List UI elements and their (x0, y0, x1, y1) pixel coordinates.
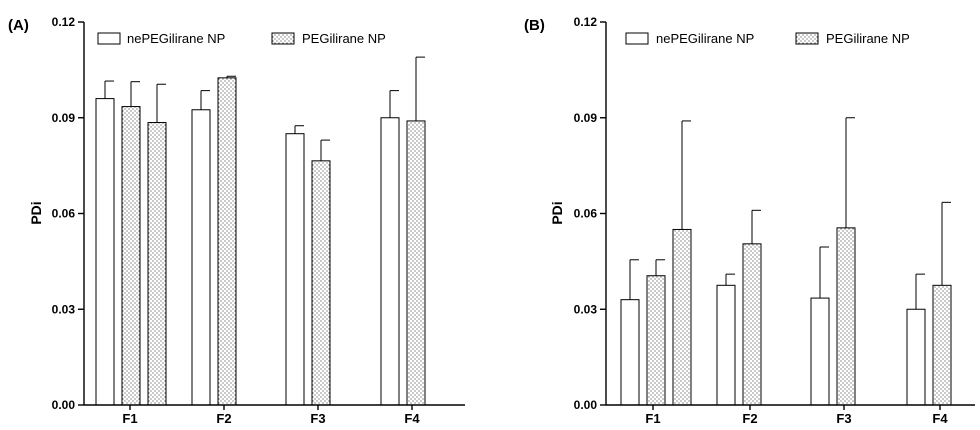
panel-label: (B) (524, 17, 545, 34)
y-tick-label: 0.00 (574, 398, 598, 412)
x-tick-label: F2 (742, 411, 757, 426)
bar (620, 299, 640, 406)
bar (836, 227, 856, 406)
x-tick-label: F3 (310, 411, 325, 426)
bar (742, 243, 762, 406)
bar (285, 133, 305, 406)
bar (672, 228, 692, 406)
bar (646, 275, 666, 406)
y-axis-title: PDi (28, 201, 44, 224)
y-tick-label: 0.09 (52, 111, 76, 125)
y-tick-label: 0.03 (574, 302, 598, 316)
bar (191, 109, 211, 406)
bar (716, 284, 736, 406)
x-tick-label: F1 (122, 411, 137, 426)
bar (147, 122, 167, 406)
legend-label-nepegilirane: nePEGilirane NP (127, 31, 225, 46)
bar (932, 284, 952, 406)
legend-swatch-pegilirane (271, 32, 295, 45)
y-axis-title: PDi (549, 201, 565, 224)
bar (406, 120, 426, 406)
legend-label-nepegilirane: nePEGilirane NP (656, 31, 754, 46)
legend: nePEGilirane NP PEGilirane NP (625, 31, 910, 46)
bar (810, 297, 830, 406)
y-tick-label: 0.12 (52, 15, 76, 29)
legend-swatch-nepegilirane (97, 32, 121, 45)
y-tick-label: 0.09 (574, 111, 598, 125)
bar (311, 160, 331, 406)
y-tick-label: 0.12 (574, 15, 598, 29)
x-tick-label: F2 (216, 411, 231, 426)
legend-swatch-pegilirane (795, 32, 819, 45)
legend: nePEGilirane NP PEGilirane NP (97, 31, 386, 46)
bar (95, 98, 115, 406)
y-tick-label: 0.00 (52, 398, 76, 412)
y-tick-label: 0.06 (52, 207, 76, 221)
x-tick-label: F3 (836, 411, 851, 426)
panel-label: (A) (8, 17, 29, 34)
chart-panel-b: (B) PDi nePEGilirane NP PEGilirane NP 0.… (524, 15, 975, 426)
bar (380, 117, 400, 406)
chart-panel-a: (A) PDi nePEGilirane NP PEGilirane NP 0.… (8, 15, 465, 426)
bar (121, 106, 141, 406)
x-tick-label: F1 (645, 411, 660, 426)
y-tick-label: 0.03 (52, 302, 76, 316)
x-tick-label: F4 (932, 411, 948, 426)
legend-label-pegilirane: PEGilirane NP (302, 31, 386, 46)
legend-swatch-nepegilirane (625, 32, 649, 45)
bar (217, 77, 237, 406)
x-tick-label: F4 (404, 411, 420, 426)
bar (906, 308, 926, 406)
y-tick-label: 0.06 (574, 207, 598, 221)
legend-label-pegilirane: PEGilirane NP (826, 31, 910, 46)
